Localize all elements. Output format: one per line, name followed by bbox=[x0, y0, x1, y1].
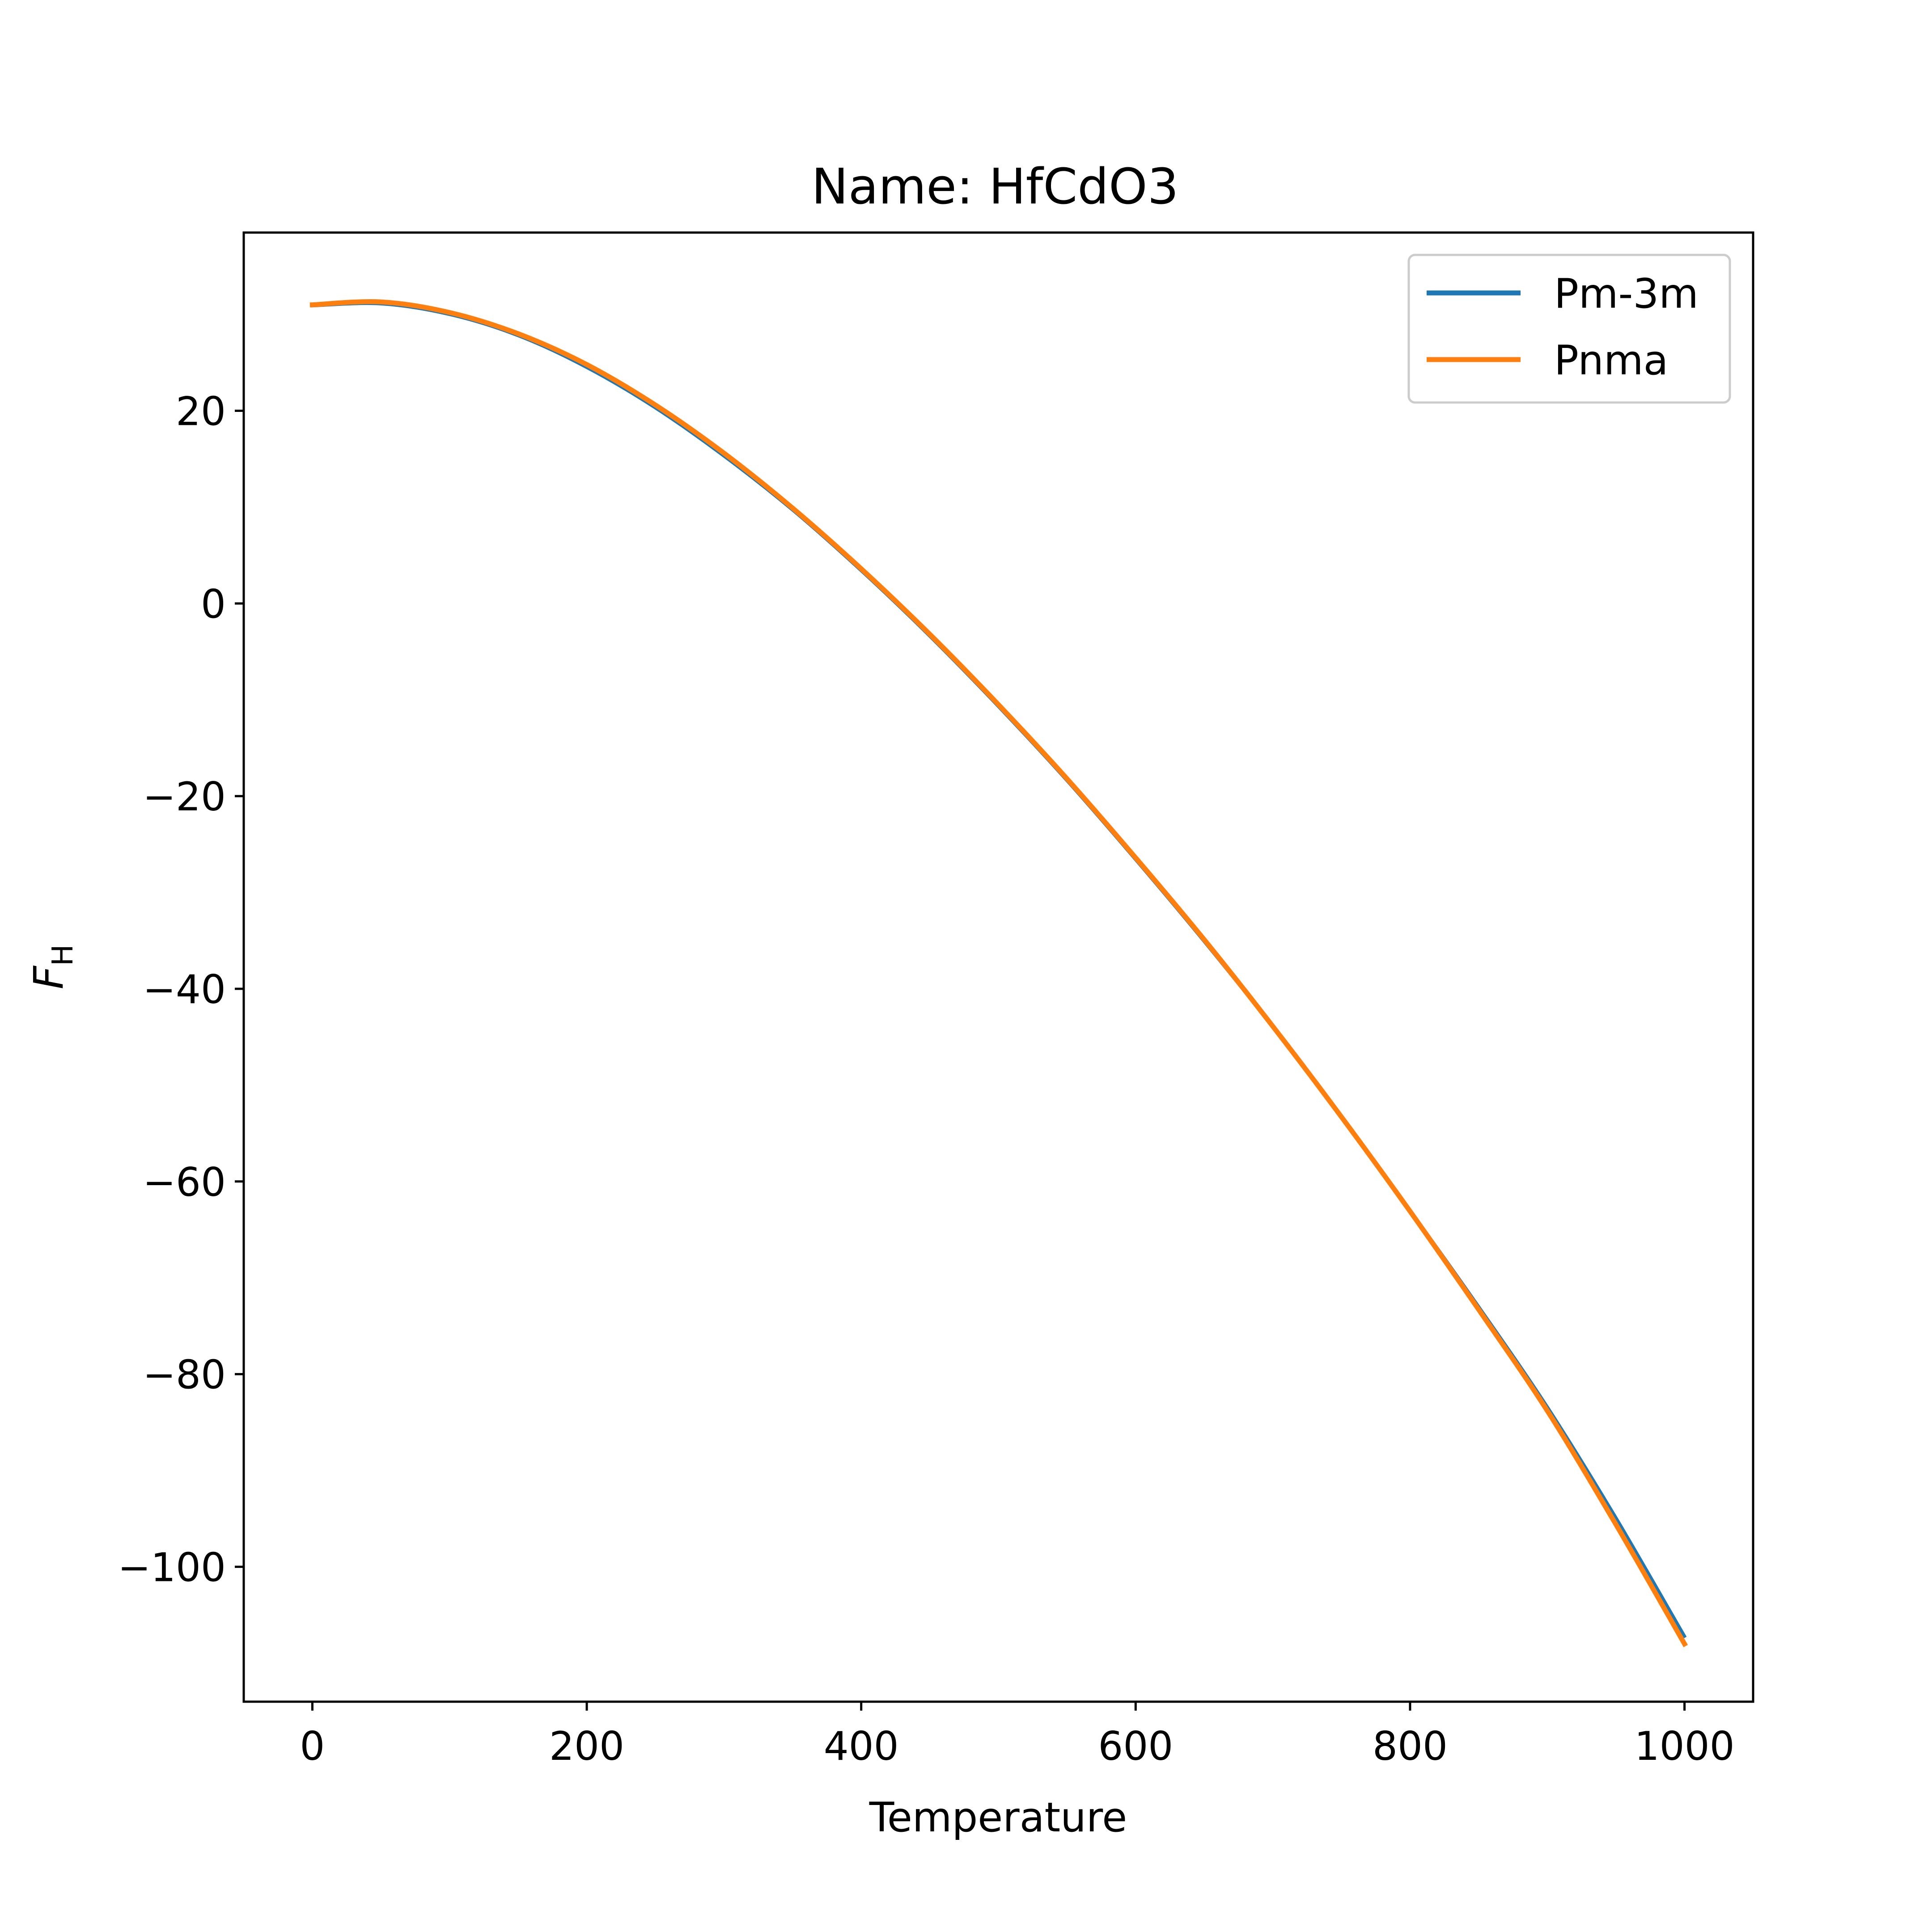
legend-label-pnma: Pnma bbox=[1554, 337, 1668, 384]
y-tick-label: −100 bbox=[118, 1544, 226, 1590]
y-axis-label: FH bbox=[25, 945, 80, 989]
chart-title: Name: HfCdO3 bbox=[811, 158, 1178, 215]
series-layer bbox=[309, 299, 1688, 1648]
y-axis-label-main: F bbox=[25, 965, 72, 989]
x-tick-label: 1000 bbox=[1635, 1723, 1735, 1769]
y-tick-label: 0 bbox=[201, 581, 226, 627]
series-line-pnma bbox=[309, 299, 1688, 1648]
x-tick-label: 400 bbox=[824, 1723, 899, 1769]
x-tick-label: 200 bbox=[549, 1723, 624, 1769]
legend: Pm-3m Pnma bbox=[1407, 254, 1731, 404]
x-tick-label: 600 bbox=[1098, 1723, 1173, 1769]
legend-label-pm-3m: Pm-3m bbox=[1554, 271, 1699, 318]
y-axis-label-subscript: H bbox=[47, 945, 80, 966]
plot-area bbox=[242, 231, 1754, 1703]
x-tick-label: 0 bbox=[300, 1723, 325, 1769]
y-tick-label: 20 bbox=[176, 389, 226, 435]
plot-background bbox=[244, 233, 1753, 1702]
y-axis: −100 −80 −60 −40 −20 0 20 bbox=[118, 389, 244, 1590]
y-tick-label: −60 bbox=[143, 1159, 226, 1205]
x-axis-label: Temperature bbox=[869, 1794, 1127, 1841]
y-tick-label: −80 bbox=[143, 1352, 226, 1398]
plot-frame bbox=[242, 231, 1754, 1703]
y-tick-label: −40 bbox=[143, 966, 226, 1013]
x-axis: 0 200 400 600 800 1000 bbox=[300, 1702, 1735, 1769]
y-tick-label: −20 bbox=[143, 774, 226, 820]
x-tick-label: 800 bbox=[1373, 1723, 1448, 1769]
